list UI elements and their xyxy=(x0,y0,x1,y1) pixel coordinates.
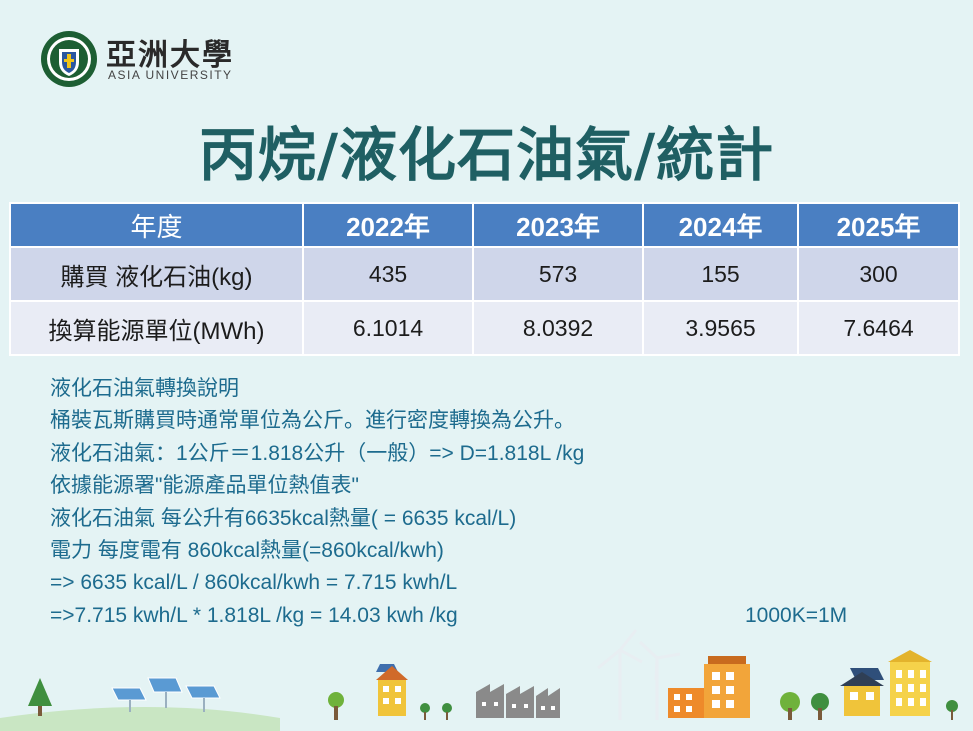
table-cell: 7.6464 xyxy=(797,300,960,356)
tree-icon xyxy=(946,700,958,720)
header-2022: 2022年 xyxy=(302,202,474,248)
header-2023: 2023年 xyxy=(472,202,644,248)
table-cell: 6.1014 xyxy=(302,300,474,356)
note-line-last: =>7.715 kwh/L * 1.818L /kg = 14.03 kwh /… xyxy=(50,600,930,632)
note-line: 桶裝瓦斯購買時通常單位為公斤。進行密度轉換為公升。 xyxy=(50,409,575,433)
building-icon xyxy=(668,656,750,718)
tree-icon xyxy=(328,692,344,720)
logo-name-cn: 亞洲大學 xyxy=(106,38,234,73)
row-label-energy: 換算能源單位(MWh) xyxy=(9,300,304,356)
table-header-row: 年度 2022年 2023年 2024年 2025年 xyxy=(9,202,960,248)
table-cell: 8.0392 xyxy=(472,300,644,356)
table-cell: 3.9565 xyxy=(642,300,799,356)
tree-icon xyxy=(780,692,800,720)
wind-turbine-icon xyxy=(597,629,681,720)
green-city-illustration xyxy=(0,629,958,731)
building-icon xyxy=(888,650,932,716)
tree-icon xyxy=(811,693,829,720)
note-line: 液化石油氣 每公升有6635kcal熱量( = 6635 kcal/L) xyxy=(50,506,517,530)
note-line: => 6635 kcal/L / 860kcal/kwh = 7.715 kwh… xyxy=(50,571,458,595)
unit-note: 1000K=1M xyxy=(745,603,848,627)
tree-icon xyxy=(420,703,430,720)
table-row-purchase-kg: 購買 液化石油(kg) 435 573 155 300 xyxy=(9,246,960,302)
logo-name-en: ASIA UNIVERSITY xyxy=(108,68,233,82)
note-line: 依據能源署"能源產品單位熱值表" xyxy=(50,474,359,498)
note-line: 液化石油氣：1公斤＝1.818公升（一般）=> D=1.818L /kg xyxy=(50,441,585,465)
table-row-energy-mwh: 換算能源單位(MWh) 6.1014 8.0392 3.9565 7.6464 xyxy=(9,300,960,356)
university-logo: 亞洲大學 ASIA UNIVERSITY xyxy=(40,28,260,88)
table-cell: 435 xyxy=(302,246,474,302)
header-2024: 2024年 xyxy=(642,202,799,248)
note-line: 電力 每度電有 860kcal熱量(=860kcal/kwh) xyxy=(50,538,444,562)
house-icon xyxy=(840,668,884,716)
table-cell: 155 xyxy=(642,246,799,302)
header-2025: 2025年 xyxy=(797,202,960,248)
note-heading: 液化石油氣轉換說明 xyxy=(50,377,239,400)
note-line-text: =>7.715 kwh/L * 1.818L /kg = 14.03 kwh /… xyxy=(50,603,458,627)
ground-hill xyxy=(0,707,280,731)
table-cell: 300 xyxy=(797,246,960,302)
university-seal-icon xyxy=(41,31,97,87)
header-year-label: 年度 xyxy=(9,202,304,248)
solar-panel-icon xyxy=(111,677,221,701)
page-title: 丙烷/液化石油氣/統計 xyxy=(198,121,775,189)
tree-icon xyxy=(442,703,452,720)
lpg-statistics-table: 年度 2022年 2023年 2024年 2025年 購買 液化石油(kg) 4… xyxy=(9,202,960,356)
tree-icon xyxy=(28,678,52,716)
table-cell: 573 xyxy=(472,246,644,302)
row-label-purchase: 購買 液化石油(kg) xyxy=(9,246,304,302)
conversion-notes: 液化石油氣轉換說明 桶裝瓦斯購買時通常單位為公斤。進行密度轉換為公升。 液化石油… xyxy=(50,373,930,632)
house-icon xyxy=(376,664,408,716)
factory-icon xyxy=(476,684,560,718)
